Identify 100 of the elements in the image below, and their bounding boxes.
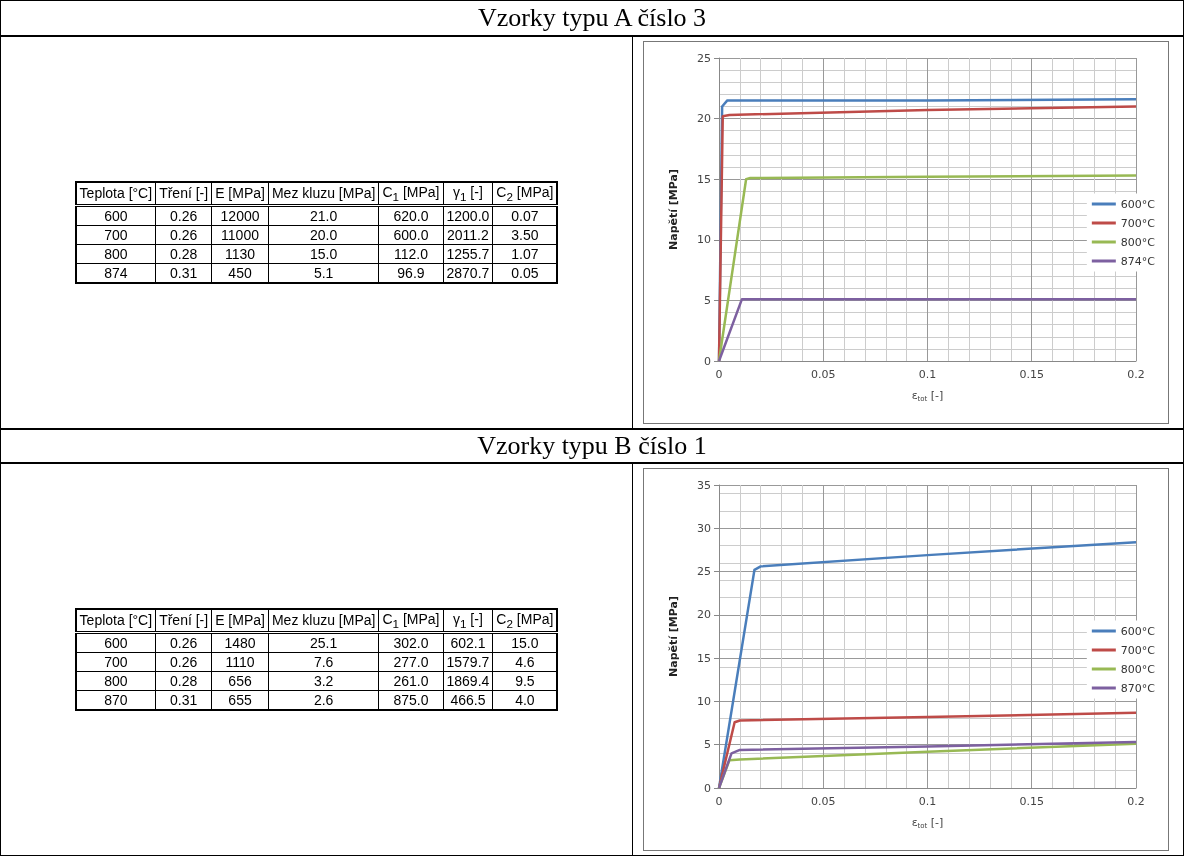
category-label: Teplota [°C] — [75, 609, 156, 633]
text: 302.0 — [393, 634, 429, 651]
category-label: Tření [-] — [155, 609, 212, 633]
category-label: E [MPa] — [211, 182, 269, 206]
legend-label: 874°C — [1120, 254, 1156, 268]
y-axis-title: Napětí [MPa] — [667, 595, 680, 678]
text: 1579.7 — [446, 653, 490, 670]
text: 0.31 — [170, 691, 198, 708]
category-label: Teplota [°C] — [75, 182, 156, 206]
x-tick-label: 0.2 — [1127, 368, 1145, 381]
text: 1255.7 — [446, 245, 490, 262]
text: 466.5 — [450, 691, 486, 708]
category-label: γ$_{1}$ [-] — [443, 609, 493, 633]
legend-label: 800°C — [1120, 235, 1156, 249]
text: 0.31 — [170, 264, 198, 281]
category-label: Tření [-] — [155, 182, 212, 206]
text: 0.26 — [170, 634, 198, 651]
legend-label: 700°C — [1120, 643, 1156, 657]
x-tick-label: 0.15 — [1019, 368, 1044, 381]
text: 1.07 — [511, 245, 539, 262]
x-tick-label: 0.2 — [1127, 795, 1145, 808]
y-tick-label: 0 — [704, 781, 711, 795]
text: 0.05 — [511, 264, 539, 281]
text: 277.0 — [393, 653, 429, 670]
text: 600.0 — [393, 226, 429, 243]
y-axis-title: Napětí [MPa] — [667, 168, 680, 251]
legend-label: 870°C — [1120, 681, 1156, 695]
y-tick-label: 15 — [697, 651, 711, 665]
text: 2011.2 — [447, 226, 489, 243]
text: 0.26 — [170, 226, 198, 243]
legend-label: 800°C — [1120, 662, 1156, 676]
text: Vzorky typu B číslo 1 — [1, 428, 1183, 464]
text: 870 — [104, 691, 128, 708]
category-label: C$_{1}$ [MPa] — [378, 182, 443, 206]
x-tick-label: 0.05 — [811, 368, 836, 381]
x-tick-label: 0 — [715, 795, 723, 808]
text: 0.07 — [511, 207, 539, 224]
text: 700 — [104, 653, 128, 670]
text: 1869.4 — [446, 672, 490, 689]
y-tick-label: 30 — [697, 521, 711, 535]
text: 0.28 — [170, 672, 198, 689]
text: 1200.0 — [446, 207, 490, 224]
text: 0.26 — [170, 207, 198, 224]
text: 1110 — [225, 653, 255, 670]
y-tick-label: 35 — [697, 478, 711, 492]
text: 2870.7 — [446, 264, 490, 281]
text: 874 — [104, 264, 128, 281]
text: 20.0 — [310, 226, 338, 243]
text: 1130 — [224, 245, 256, 262]
y-tick-label: 25 — [697, 51, 711, 65]
x-tick-label: 0.1 — [918, 368, 937, 381]
x-tick-label: 0.15 — [1019, 795, 1044, 808]
y-tick-label: 0 — [704, 354, 711, 368]
text: 620.0 — [393, 207, 429, 224]
y-tick-label: 5 — [704, 738, 711, 752]
text: 7.6 — [313, 653, 334, 670]
y-tick-label: 25 — [697, 565, 711, 579]
text: 700 — [104, 226, 128, 243]
text: 2.6 — [313, 691, 334, 708]
y-tick-label: 5 — [704, 293, 711, 307]
category-label: C$_{1}$ [MPa] — [378, 609, 443, 633]
text: 5.1 — [313, 264, 334, 281]
text: 3.2 — [313, 672, 334, 689]
text: 875.0 — [393, 691, 429, 708]
text: 25.1 — [310, 634, 338, 651]
legend-label: 600°C — [1120, 624, 1156, 638]
text: 600 — [104, 207, 128, 224]
text: 656 — [228, 672, 252, 689]
text: 1480 — [224, 634, 256, 651]
category-label: C$_{2}$ [MPa] — [492, 609, 558, 633]
y-tick-label: 20 — [697, 112, 711, 126]
text: 96.9 — [397, 264, 425, 281]
category-label: C$_{2}$ [MPa] — [492, 182, 558, 206]
text: 15.0 — [511, 634, 539, 651]
y-tick-label: 15 — [697, 172, 711, 186]
x-tick-label: 0.05 — [811, 795, 836, 808]
x-tick-label: 0 — [715, 368, 723, 381]
category-label: Mez kluzu [MPa] — [268, 609, 379, 633]
text: 15.0 — [310, 245, 338, 262]
text: 450 — [228, 264, 252, 281]
y-tick-label: 20 — [697, 608, 711, 622]
text: 0.28 — [170, 245, 198, 262]
y-tick-label: 10 — [697, 694, 711, 708]
category-label: E [MPa] — [211, 609, 269, 633]
text: 800 — [104, 245, 128, 262]
text: 0.26 — [170, 653, 198, 670]
y-tick-label: 10 — [697, 233, 711, 247]
text: 3.50 — [511, 226, 539, 243]
text: 21.0 — [310, 207, 338, 224]
text: Vzorky typu A číslo 3 — [1, 1, 1183, 37]
text: 11000 — [221, 226, 259, 243]
text: 602.1 — [450, 634, 486, 651]
legend-label: 600°C — [1120, 197, 1156, 211]
text: 600 — [104, 634, 128, 651]
text: 9.5 — [515, 672, 535, 689]
text: 12000 — [220, 207, 260, 224]
text: 112.0 — [393, 245, 428, 262]
text: 655 — [228, 691, 252, 708]
text: 261.0 — [393, 672, 429, 689]
x-tick-label: 0.1 — [918, 795, 937, 808]
